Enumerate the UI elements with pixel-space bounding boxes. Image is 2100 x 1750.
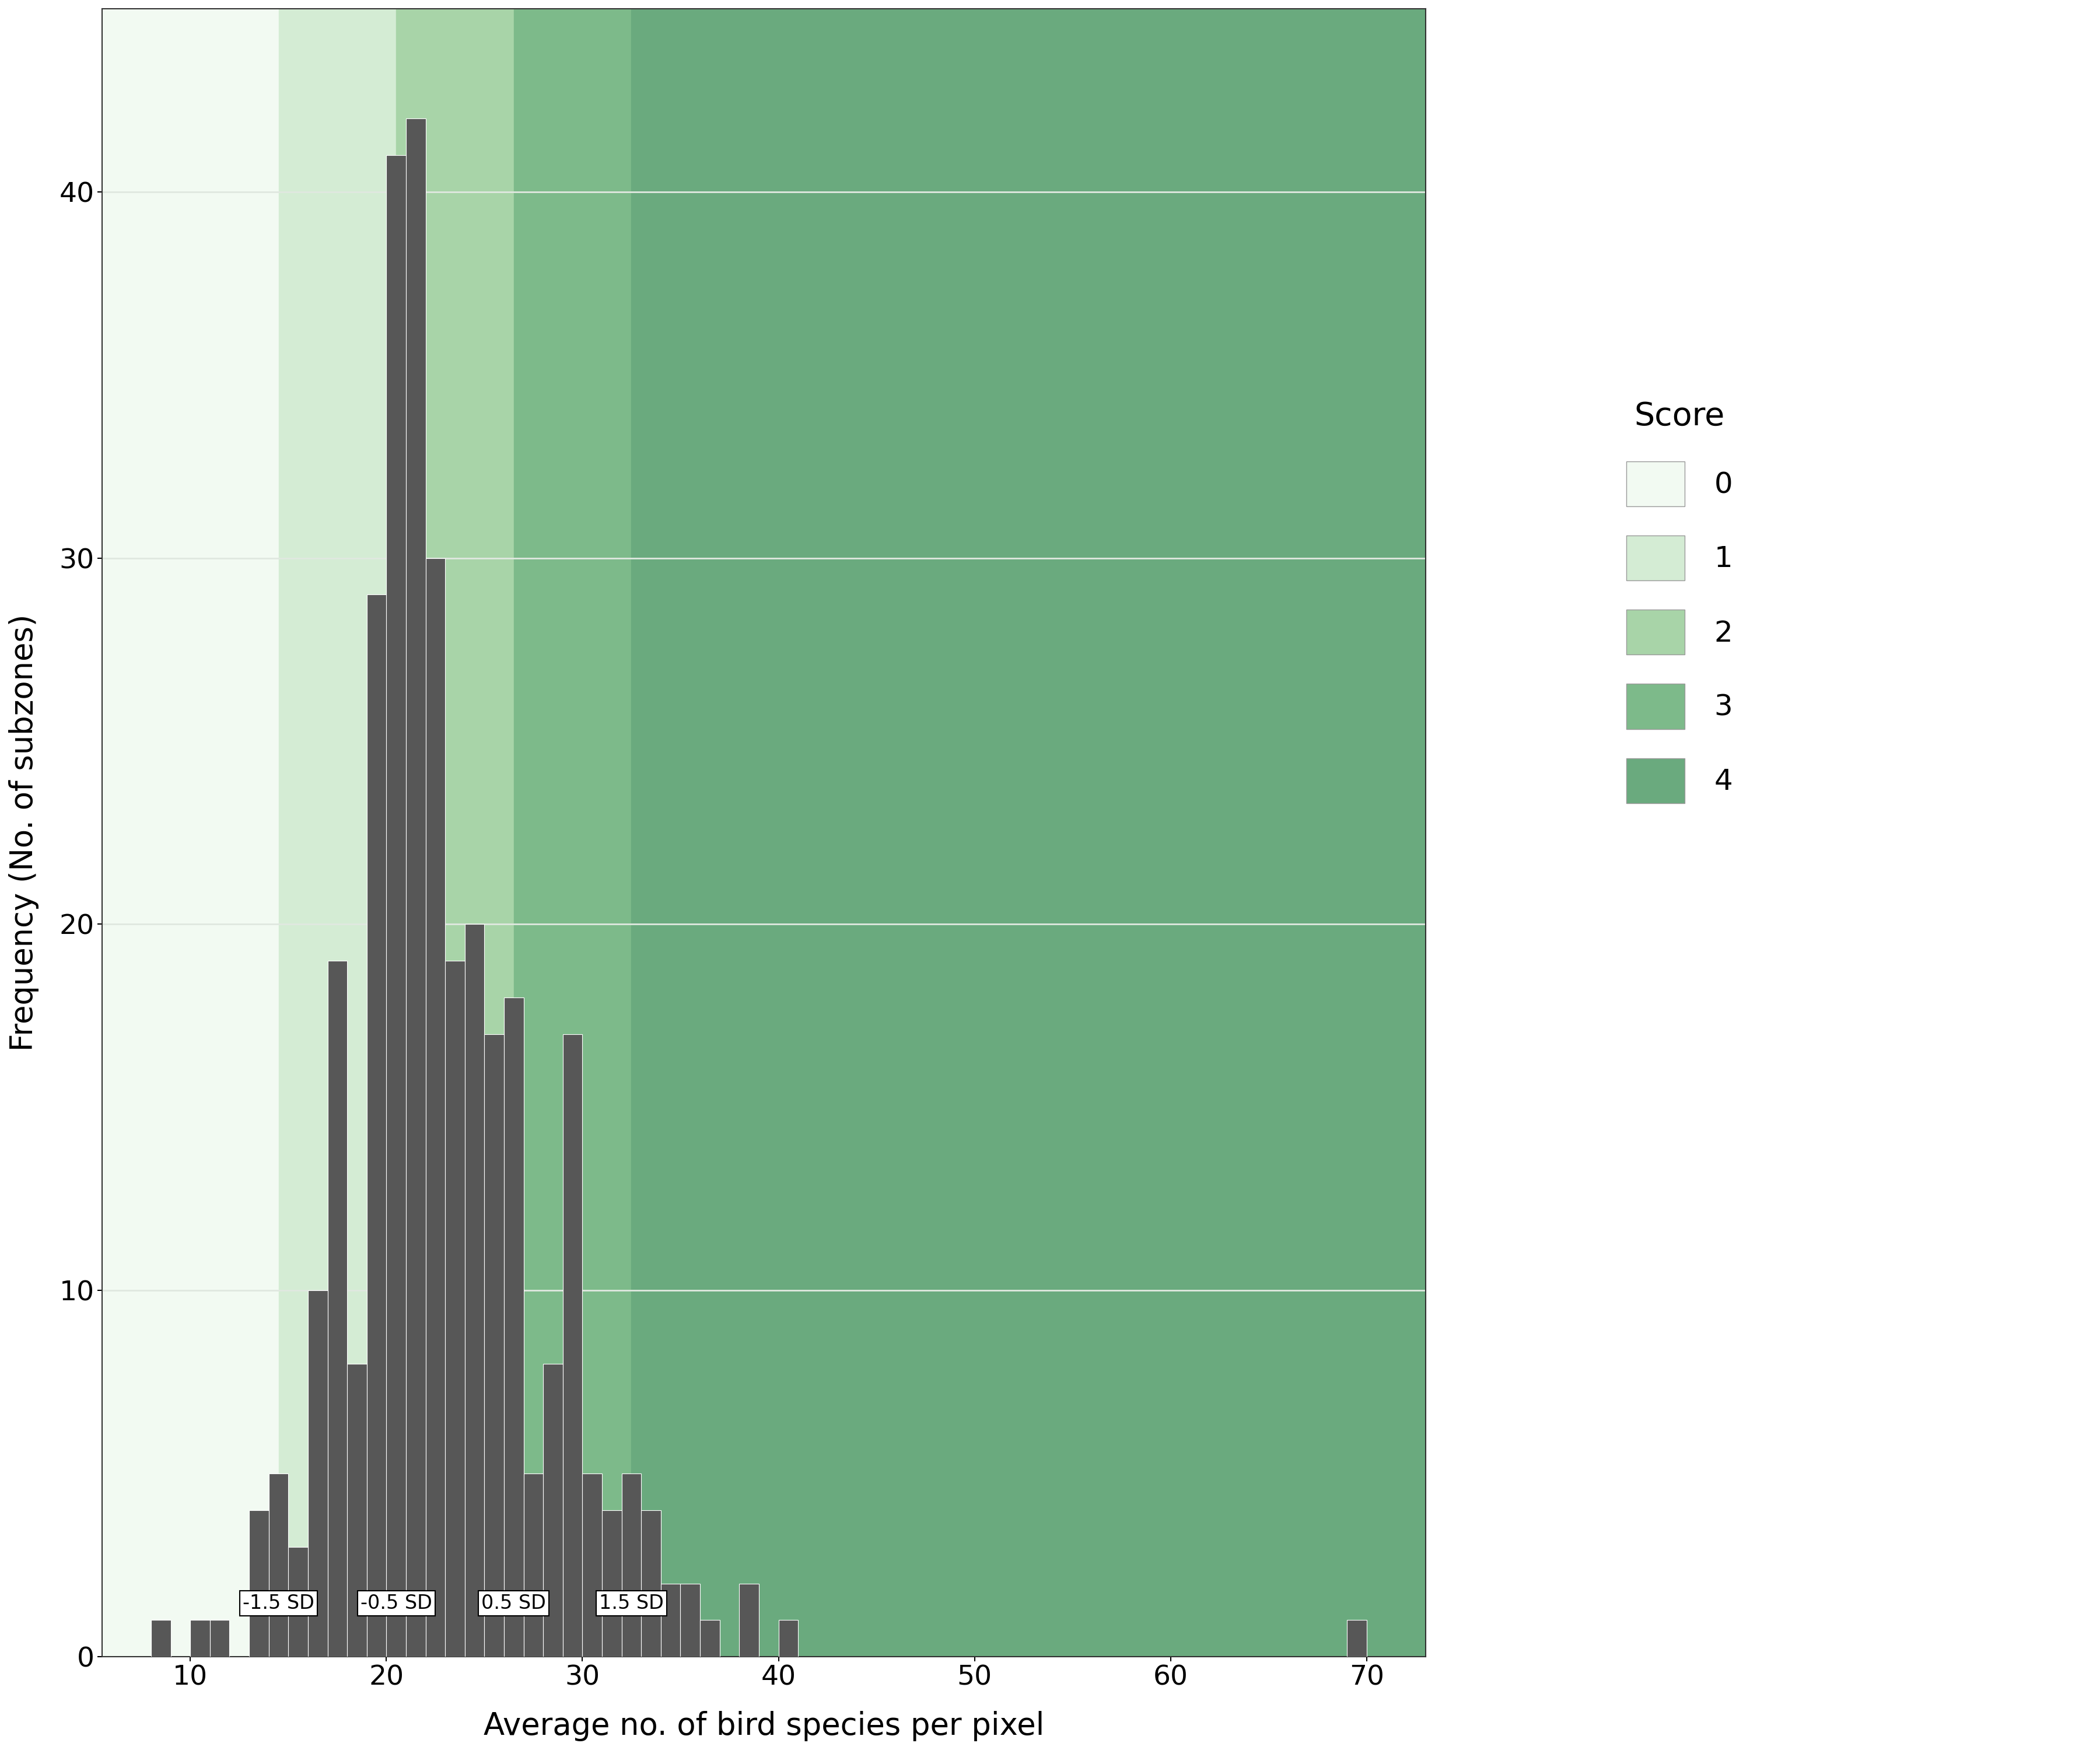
Bar bbox=[269, 1474, 288, 1657]
X-axis label: Average no. of bird species per pixel: Average no. of bird species per pixel bbox=[483, 1712, 1044, 1741]
Bar bbox=[640, 1510, 662, 1657]
Bar bbox=[563, 1034, 582, 1657]
Bar bbox=[397, 9, 514, 1657]
Bar bbox=[288, 1547, 309, 1657]
Bar bbox=[279, 9, 397, 1657]
Bar bbox=[328, 961, 346, 1657]
Bar bbox=[346, 1363, 367, 1657]
Bar bbox=[739, 1584, 758, 1657]
Text: -1.5 SD: -1.5 SD bbox=[244, 1594, 315, 1614]
Bar bbox=[779, 1620, 798, 1657]
Bar bbox=[191, 1620, 210, 1657]
Y-axis label: Frequency (No. of subzones): Frequency (No. of subzones) bbox=[8, 614, 40, 1052]
Bar bbox=[309, 1290, 328, 1657]
Bar bbox=[103, 9, 279, 1657]
Bar bbox=[250, 1510, 269, 1657]
Bar bbox=[514, 9, 632, 1657]
Bar bbox=[1346, 1620, 1367, 1657]
Legend: 0, 1, 2, 3, 4: 0, 1, 2, 3, 4 bbox=[1613, 387, 1747, 817]
Bar bbox=[426, 558, 445, 1657]
Bar bbox=[405, 119, 426, 1657]
Bar bbox=[662, 1584, 680, 1657]
Text: -0.5 SD: -0.5 SD bbox=[361, 1594, 433, 1614]
Bar bbox=[603, 1510, 622, 1657]
Bar bbox=[680, 1584, 699, 1657]
Bar bbox=[523, 1474, 544, 1657]
Bar bbox=[210, 1620, 229, 1657]
Text: 1.5 SD: 1.5 SD bbox=[598, 1594, 664, 1614]
Bar bbox=[368, 595, 386, 1657]
Bar bbox=[151, 1620, 170, 1657]
Bar bbox=[386, 156, 405, 1657]
Bar bbox=[445, 961, 464, 1657]
Bar bbox=[622, 1474, 640, 1657]
Bar bbox=[699, 1620, 720, 1657]
Bar bbox=[504, 997, 523, 1657]
Bar bbox=[632, 9, 1426, 1657]
Bar bbox=[485, 1034, 504, 1657]
Bar bbox=[544, 1363, 563, 1657]
Text: 0.5 SD: 0.5 SD bbox=[481, 1594, 546, 1614]
Bar bbox=[464, 924, 485, 1657]
Bar bbox=[582, 1474, 603, 1657]
